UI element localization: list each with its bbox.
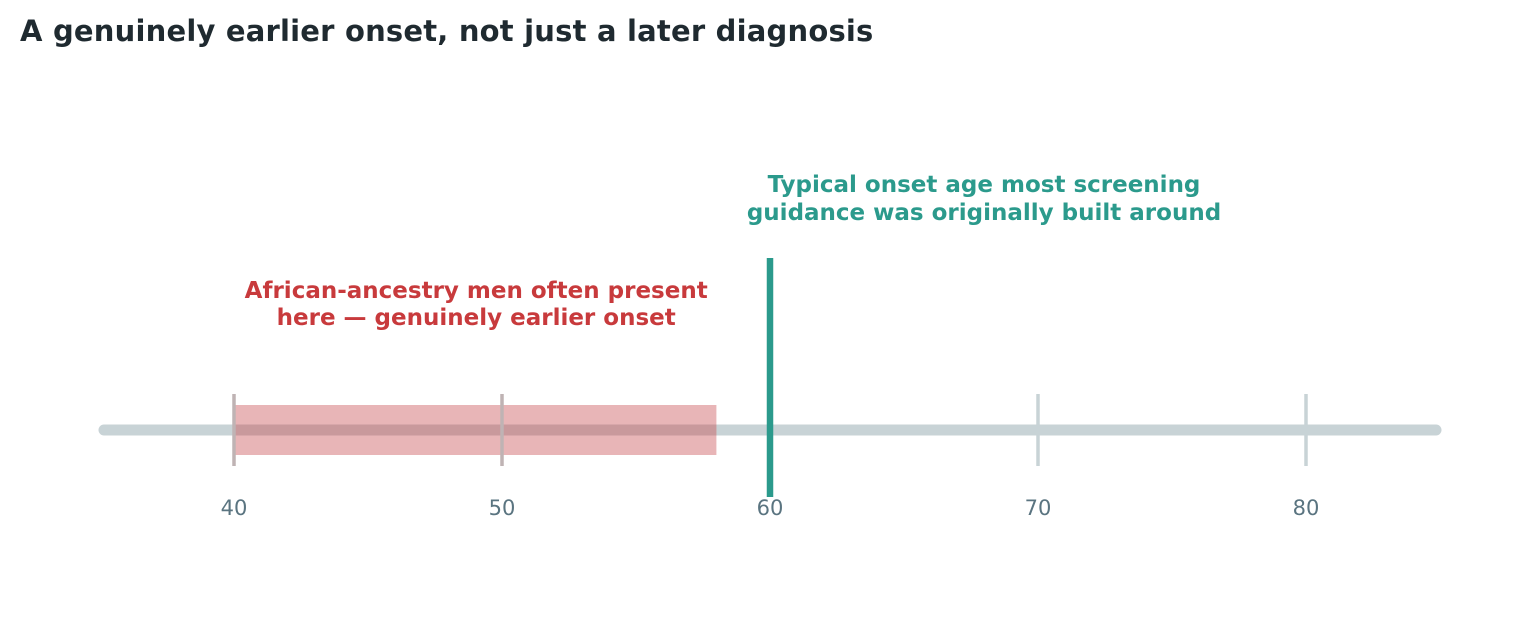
tick-label-50: 50 [489,496,516,520]
marker-annotation-text: Typical onset age most screening guidance… [747,172,1221,226]
range-annotation-text: African-ancestry men often present here —… [245,278,708,331]
tick-label-70: 70 [1025,496,1052,520]
tick-label-40: 40 [221,496,248,520]
chart-title: A genuinely earlier onset, not just a la… [20,14,874,48]
tick-label-80: 80 [1293,496,1320,520]
marker-annotation-line-2: guidance was originally built around [747,200,1221,226]
range-band-axis-overlap [234,424,717,436]
range-annotation-line-1: African-ancestry men often present [245,278,708,304]
range-annotation-line-2: here — genuinely earlier onset [277,305,676,331]
marker-annotation-line-1: Typical onset age most screening [768,172,1201,198]
tick-label-60: 60 [757,496,784,520]
